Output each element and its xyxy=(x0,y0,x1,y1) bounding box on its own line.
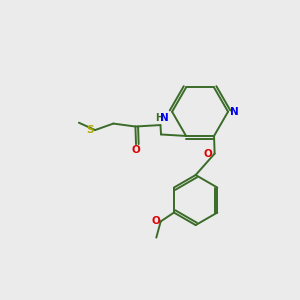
Text: O: O xyxy=(132,145,140,155)
Text: O: O xyxy=(151,216,160,226)
Text: N: N xyxy=(230,107,239,117)
Text: H: H xyxy=(155,113,163,123)
Text: N: N xyxy=(160,113,168,123)
Text: S: S xyxy=(86,125,94,135)
Text: O: O xyxy=(204,148,212,159)
